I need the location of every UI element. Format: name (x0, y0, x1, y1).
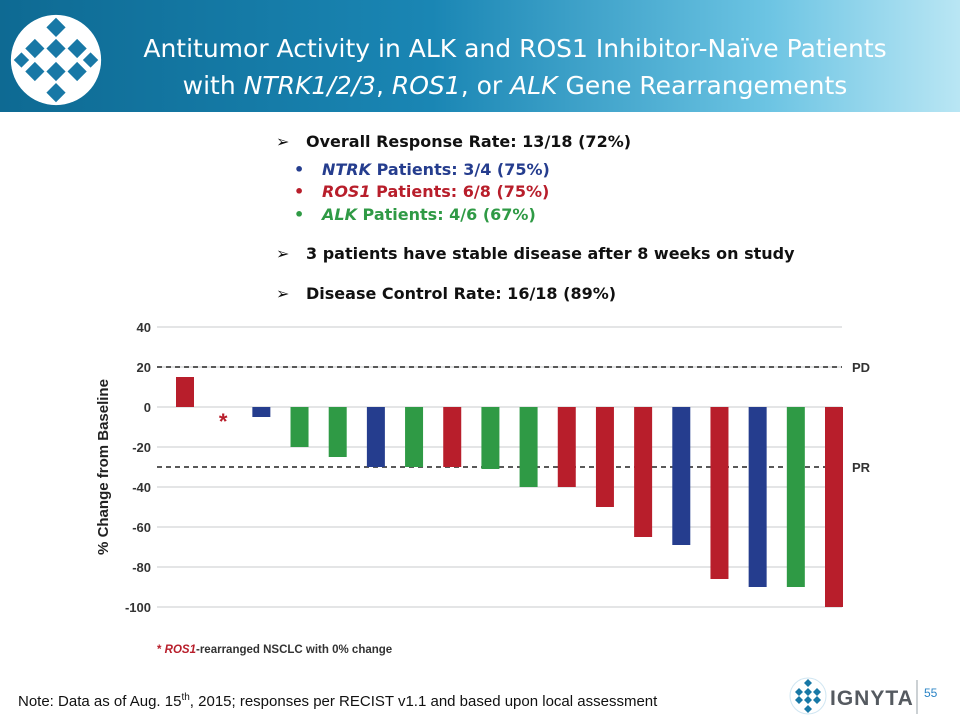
bullet-disease-control: ➢ Disease Control Rate: 16/18 (89%) (276, 284, 616, 303)
ignyta-logo-mark-icon (10, 14, 102, 106)
y-tick-label: 20 (137, 360, 151, 375)
bar-marker-asterisk: * (219, 409, 228, 434)
bar-ros1 (595, 407, 614, 507)
title-text: with (182, 71, 244, 100)
title-ros1: ROS1 (391, 71, 461, 100)
slide-header: Antitumor Activity in ALK and ROS1 Inhib… (0, 0, 960, 112)
ros1-value: Patients: 6/8 (75%) (370, 182, 550, 201)
bullet-overall-response: ➢ Overall Response Rate: 13/18 (72%) (276, 132, 631, 151)
arrow-bullet-icon: ➢ (276, 132, 290, 151)
dot-bullet-icon: • (294, 182, 305, 201)
footer-note-text: Note: Data as of Aug. 15 (18, 693, 182, 710)
alk-value: Patients: 4/6 (67%) (356, 205, 536, 224)
bullet-stable-disease: ➢ 3 patients have stable disease after 8 … (276, 244, 795, 263)
y-tick-label: -40 (132, 480, 151, 495)
y-tick-label: 0 (144, 400, 151, 415)
title-ntrk: NTRK1/2/3 (243, 71, 376, 100)
bullet-text: Overall Response Rate: 13/18 (72%) (306, 132, 632, 151)
y-tick-label: -80 (132, 560, 151, 575)
bar-alk (786, 407, 805, 587)
bar-alk (328, 407, 347, 457)
footer-note-sup: th (181, 692, 190, 703)
bullet-text: 3 patients have stable disease after 8 w… (306, 244, 795, 263)
y-tick-label: -100 (125, 600, 151, 615)
waterfall-chart: 40 20 0 -20 -40 -60 -80 -100 % Change from Basel… (95, 320, 871, 656)
bar-alk (519, 407, 538, 487)
footer-note-text: , 2015; responses per RECIST v1.1 and ba… (189, 693, 658, 710)
bullet-alk: • ALK Patients: 4/6 (67%) (294, 205, 536, 224)
ignyta-brand-logo: IGNYTA (789, 677, 918, 715)
ntrk-value: Patients: 3/4 (75%) (371, 160, 550, 179)
bar-ros1 (176, 377, 194, 407)
dot-bullet-icon: • (294, 160, 305, 179)
bar-ros1 (557, 407, 576, 487)
bullet-text: Disease Control Rate: 16/18 (89%) (306, 284, 617, 303)
reference-label-pr: PR (852, 460, 871, 475)
bar-ros1 (634, 407, 653, 537)
title-alk: ALK (510, 71, 558, 100)
footer-note: Note: Data as of Aug. 15th, 2015; respon… (18, 692, 657, 710)
title-text: Gene Rearrangements (557, 71, 848, 100)
arrow-bullet-icon: ➢ (276, 244, 290, 263)
y-tick-label: -20 (132, 440, 151, 455)
ros1-label: ROS1 (322, 182, 371, 201)
bar-ros1 (710, 407, 729, 579)
ntrk-label: NTRK (322, 160, 372, 179)
brand-name: IGNYTA (830, 687, 914, 710)
title-text: , (375, 71, 392, 100)
y-axis-label: % Change from Baseline (95, 379, 112, 555)
bar-ros1 (825, 407, 843, 607)
title-line-2: with NTRK1/2/3, ROS1, or ALK Gene Rearra… (110, 67, 920, 104)
bullet-ntrk: • NTRK Patients: 3/4 (75%) (294, 160, 550, 179)
arrow-bullet-icon: ➢ (276, 284, 290, 303)
title-text: , or (460, 71, 511, 100)
reference-label-pd: PD (852, 360, 870, 375)
page-number: 55 (924, 686, 938, 700)
ignyta-logo-small-icon (789, 677, 827, 715)
title-line-1: Antitumor Activity in ALK and ROS1 Inhib… (143, 34, 887, 63)
bar-ntrk (748, 407, 767, 587)
chart-footnote: * ROS1-rearranged NSCLC with 0% change (157, 644, 392, 656)
dot-bullet-icon: • (294, 205, 305, 224)
bar-alk (405, 407, 424, 467)
alk-label: ALK (322, 205, 357, 224)
bar-ntrk (672, 407, 691, 545)
slide-title: Antitumor Activity in ALK and ROS1 Inhib… (110, 30, 920, 104)
y-tick-label: 40 (137, 320, 151, 335)
y-tick-label: -60 (132, 520, 151, 535)
bar-ntrk (252, 407, 271, 417)
bullet-ros1: • ROS1 Patients: 6/8 (75%) (294, 182, 549, 201)
bar-ros1 (443, 407, 462, 467)
bar-alk (481, 407, 500, 469)
bar-ntrk (366, 407, 385, 467)
bar-alk (290, 407, 309, 447)
